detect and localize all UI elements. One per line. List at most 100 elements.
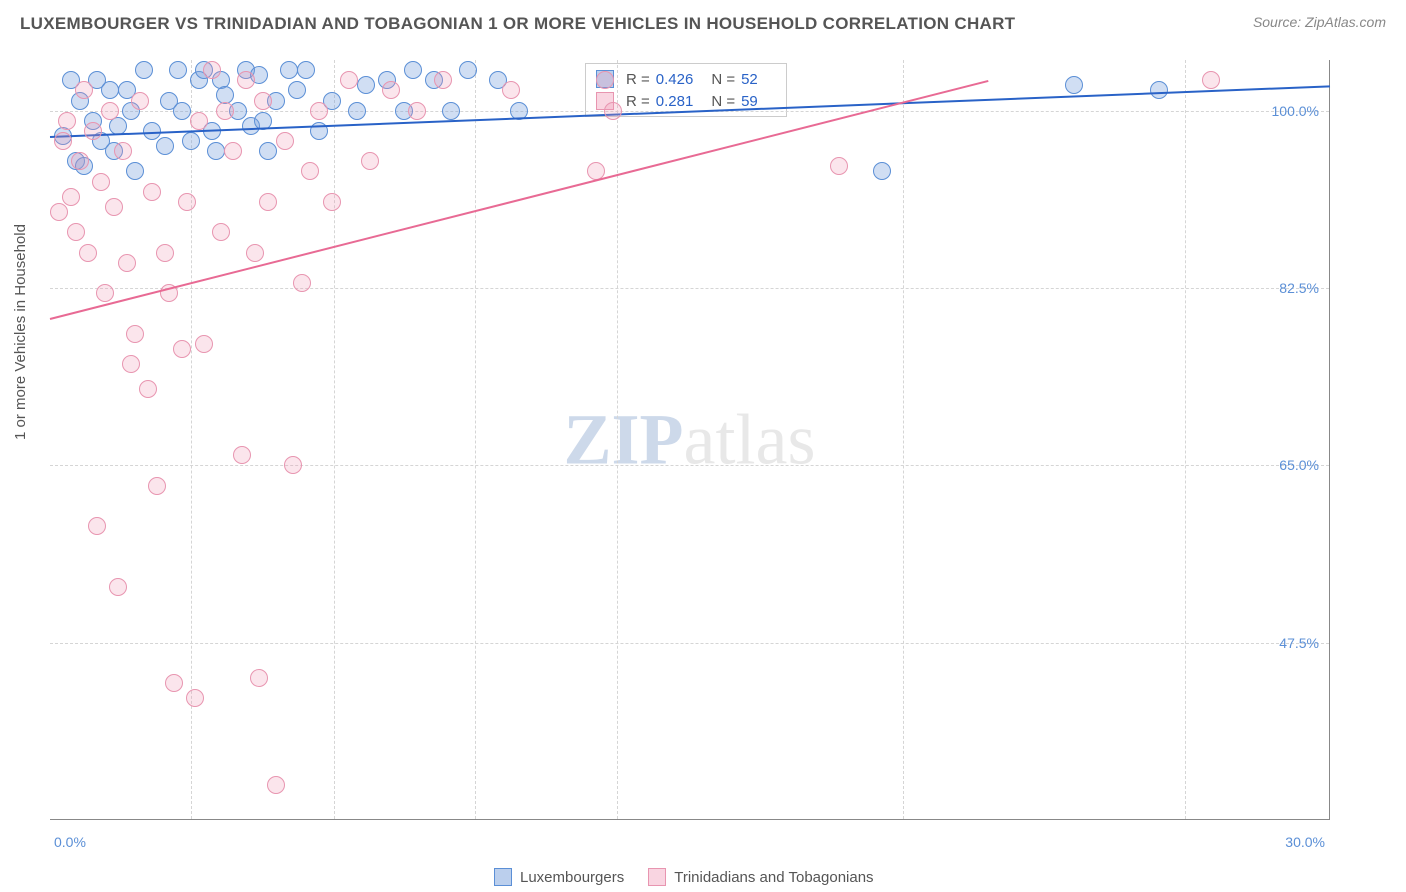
- data-point: [203, 61, 221, 79]
- data-point: [408, 102, 426, 120]
- plot-area: ZIPatlas R = 0.426 N = 52 R = 0.281 N = …: [50, 60, 1330, 820]
- data-point: [1065, 76, 1083, 94]
- data-point: [182, 132, 200, 150]
- data-point: [58, 112, 76, 130]
- data-point: [109, 578, 127, 596]
- data-point: [434, 71, 452, 89]
- r-value: 0.426: [656, 71, 694, 88]
- data-point: [323, 193, 341, 211]
- data-point: [169, 61, 187, 79]
- y-axis-label: 1 or more Vehicles in Household: [12, 224, 29, 440]
- gridline-h: [50, 288, 1329, 289]
- data-point: [212, 223, 230, 241]
- data-point: [340, 71, 358, 89]
- data-point: [276, 132, 294, 150]
- data-point: [259, 193, 277, 211]
- r-label: R =: [626, 71, 650, 88]
- legend-swatch-pink-icon: [648, 868, 666, 886]
- data-point: [173, 102, 191, 120]
- data-point: [873, 162, 891, 180]
- y-tick-label: 47.5%: [1259, 635, 1319, 651]
- gridline-v: [1185, 60, 1186, 819]
- n-label: N =: [711, 71, 735, 88]
- n-value: 59: [741, 93, 758, 110]
- data-point: [101, 81, 119, 99]
- data-point: [1202, 71, 1220, 89]
- gridline-v: [334, 60, 335, 819]
- data-point: [293, 274, 311, 292]
- data-point: [54, 132, 72, 150]
- data-point: [246, 244, 264, 262]
- r-value: 0.281: [656, 93, 694, 110]
- data-point: [459, 61, 477, 79]
- bottom-legend: Luxembourgers Trinidadians and Tobagonia…: [470, 868, 874, 886]
- data-point: [310, 102, 328, 120]
- data-point: [190, 112, 208, 130]
- data-point: [105, 198, 123, 216]
- data-point: [88, 517, 106, 535]
- data-point: [267, 776, 285, 794]
- data-point: [259, 142, 277, 160]
- legend-label-blue: Luxembourgers: [520, 869, 624, 886]
- data-point: [101, 102, 119, 120]
- data-point: [79, 244, 97, 262]
- data-point: [122, 355, 140, 373]
- y-tick-label: 65.0%: [1259, 457, 1319, 473]
- data-point: [502, 81, 520, 99]
- watermark-zip: ZIP: [564, 399, 684, 479]
- x-tick-label: 30.0%: [1285, 834, 1325, 850]
- data-point: [139, 380, 157, 398]
- data-point: [233, 446, 251, 464]
- data-point: [596, 71, 614, 89]
- gridline-v: [475, 60, 476, 819]
- data-point: [165, 674, 183, 692]
- stats-row-blue: R = 0.426 N = 52: [586, 68, 786, 90]
- data-point: [357, 76, 375, 94]
- data-point: [195, 335, 213, 353]
- watermark: ZIPatlas: [564, 398, 816, 481]
- data-point: [126, 325, 144, 343]
- data-point: [71, 152, 89, 170]
- data-point: [173, 340, 191, 358]
- data-point: [207, 142, 225, 160]
- data-point: [84, 122, 102, 140]
- data-point: [404, 61, 422, 79]
- data-point: [62, 188, 80, 206]
- data-point: [50, 203, 68, 221]
- data-point: [75, 81, 93, 99]
- data-point: [186, 689, 204, 707]
- data-point: [178, 193, 196, 211]
- x-tick-label: 0.0%: [54, 834, 86, 850]
- data-point: [156, 137, 174, 155]
- data-point: [297, 61, 315, 79]
- data-point: [131, 92, 149, 110]
- data-point: [382, 81, 400, 99]
- data-point: [96, 284, 114, 302]
- gridline-v: [903, 60, 904, 819]
- data-point: [250, 669, 268, 687]
- data-point: [224, 142, 242, 160]
- data-point: [442, 102, 460, 120]
- data-point: [126, 162, 144, 180]
- data-point: [348, 102, 366, 120]
- data-point: [216, 102, 234, 120]
- data-point: [92, 173, 110, 191]
- data-point: [148, 477, 166, 495]
- data-point: [284, 456, 302, 474]
- r-label: R =: [626, 93, 650, 110]
- data-point: [280, 61, 298, 79]
- data-point: [67, 223, 85, 241]
- legend-label-pink: Trinidadians and Tobagonians: [674, 869, 873, 886]
- data-point: [288, 81, 306, 99]
- gridline-h: [50, 643, 1329, 644]
- source-label: Source: ZipAtlas.com: [1253, 14, 1386, 30]
- data-point: [301, 162, 319, 180]
- y-tick-label: 100.0%: [1259, 103, 1319, 119]
- chart-title: LUXEMBOURGER VS TRINIDADIAN AND TOBAGONI…: [20, 14, 1015, 34]
- data-point: [114, 142, 132, 160]
- data-point: [118, 254, 136, 272]
- data-point: [156, 244, 174, 262]
- data-point: [1150, 81, 1168, 99]
- watermark-rest: atlas: [684, 399, 816, 479]
- data-point: [604, 102, 622, 120]
